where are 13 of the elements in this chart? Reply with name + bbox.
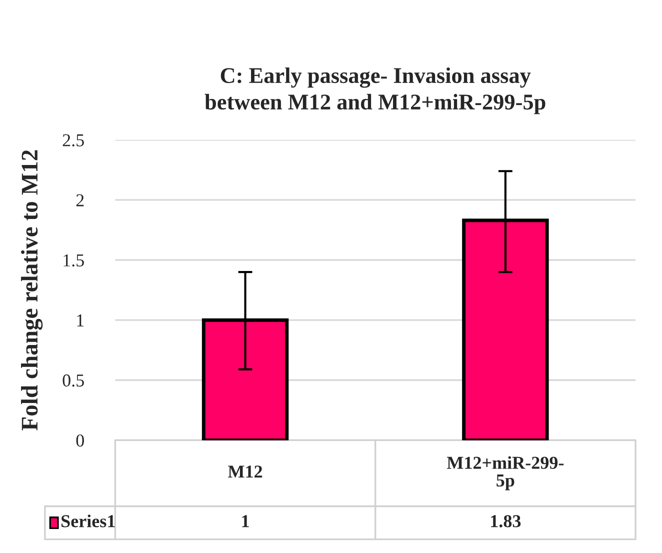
y-tick-label: 2.5 <box>62 134 84 146</box>
legend-label: Series1 <box>62 514 115 528</box>
y-tick-label: 1 <box>77 314 84 326</box>
data-label: 1.83 <box>491 515 521 528</box>
x-tick-label: M12+miR-299- 5p <box>446 456 564 490</box>
chart-title: C: Early passage- Invasion assay between M12 and M12+miR-299-5p <box>204 67 546 114</box>
y-tick-label: 1.5 <box>64 254 84 267</box>
x-tick-label: M12 <box>228 466 262 478</box>
data-label: 1 <box>242 515 249 528</box>
y-axis-title: Fold change relative to M12 <box>21 150 43 430</box>
y-tick-label: 2 <box>76 194 84 206</box>
y-tick-label: 0.5 <box>62 374 84 387</box>
y-tick-label: 0 <box>76 434 84 447</box>
